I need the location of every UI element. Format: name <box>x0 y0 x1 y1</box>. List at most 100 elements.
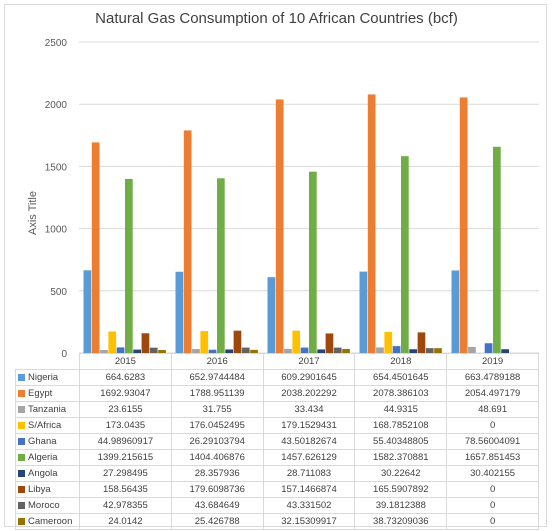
data-cell: 48.691 <box>446 401 539 418</box>
legend-swatch <box>18 517 25 525</box>
bar-libya-2016 <box>233 330 242 353</box>
series-name: Algeria <box>28 452 58 463</box>
table-corner <box>15 353 80 370</box>
bar-cameroon-2015 <box>158 350 166 353</box>
bar-moroco-2015 <box>149 347 158 353</box>
table-row: Nigeria 664.6283 652.9744484 609.2901645 654… <box>15 369 539 386</box>
bar-angola-2016 <box>225 349 233 353</box>
legend-entry: Ghana <box>15 433 80 450</box>
series-name: Cameroon <box>28 516 73 527</box>
bar-nigeria-2018 <box>359 271 368 353</box>
data-cell: 1788.951139 <box>170 385 264 402</box>
data-cell: 30.402155 <box>446 465 539 482</box>
bar-s-africa-2016 <box>200 331 209 353</box>
bar-libya-2017 <box>325 333 334 353</box>
bar-moroco-2017 <box>333 347 342 353</box>
legend-swatch <box>18 485 25 493</box>
category-label: 2017 <box>262 353 356 370</box>
legend-swatch <box>18 501 25 509</box>
series-name: Ghana <box>28 436 57 447</box>
series-name: S/Africa <box>28 420 62 431</box>
legend-entry: Angola <box>15 465 80 482</box>
data-cell: 28.711083 <box>262 465 356 482</box>
bar-moroco-2016 <box>241 347 250 353</box>
series-name: Angola <box>28 468 58 479</box>
data-table: 2015 2016 2017 2018 2019 Nigeria 664.6283 652.… <box>15 353 539 530</box>
bar-algeria-2017 <box>309 171 317 353</box>
data-cell: 39.1812388 <box>354 497 448 514</box>
legend-entry: S/Africa <box>15 417 80 434</box>
bar-ghana-2017 <box>300 347 309 353</box>
legend-swatch <box>18 373 25 381</box>
legend-swatch <box>18 437 25 445</box>
bar-angola-2019 <box>501 349 509 353</box>
series-name: Tanzania <box>28 404 67 415</box>
table-row: Angola 27.298495 28.357936 28.711083 30.2264… <box>15 465 539 482</box>
data-cell: 1692.93047 <box>79 385 172 402</box>
bar-tanzania-2018 <box>376 347 384 353</box>
data-cell: 1657.851453 <box>446 449 539 466</box>
bar-angola-2018 <box>409 349 417 353</box>
bar-libya-2015 <box>141 333 150 353</box>
table-row: Egypt 1692.93047 1788.951139 2038.202292 207… <box>15 385 539 402</box>
data-cell: 654.4501645 <box>354 369 448 386</box>
data-cell: 652.9744484 <box>170 369 264 386</box>
data-cell: 663.4789188 <box>446 369 539 386</box>
legend-entry: Cameroon <box>15 513 80 530</box>
category-label: 2016 <box>170 353 264 370</box>
legend-entry: Moroco <box>15 497 80 514</box>
legend-swatch <box>18 389 25 397</box>
bar-cameroon-2017 <box>342 349 350 353</box>
bar-ghana-2016 <box>208 349 217 353</box>
bar-cameroon-2018 <box>434 348 442 353</box>
data-cell: 43.331502 <box>262 497 356 514</box>
data-cell: 55.40348805 <box>354 433 448 450</box>
data-cell: 664.6283 <box>79 369 172 386</box>
data-cell: 42.978355 <box>79 497 172 514</box>
bar-egypt-2019 <box>459 97 468 353</box>
category-label: 2015 <box>79 353 172 370</box>
data-cell: 26.29103794 <box>170 433 264 450</box>
series-name: Moroco <box>28 500 60 511</box>
bar-ghana-2015 <box>116 347 125 353</box>
table-body: Nigeria 664.6283 652.9744484 609.2901645 654… <box>15 369 539 530</box>
category-label: 2018 <box>354 353 448 370</box>
data-cell: 158.56435 <box>79 481 172 498</box>
data-cell: 38.73209036 <box>354 513 448 530</box>
bar-tanzania-2019 <box>468 346 476 353</box>
data-cell: 78.56004091 <box>446 433 539 450</box>
data-cell: 609.2901645 <box>262 369 356 386</box>
legend-entry: Nigeria <box>15 369 80 386</box>
bar-tanzania-2016 <box>192 349 200 353</box>
data-cell: 25.426788 <box>170 513 264 530</box>
legend-swatch <box>18 421 25 429</box>
bar-nigeria-2019 <box>451 270 460 353</box>
data-cell: 33.434 <box>262 401 356 418</box>
series-name: Nigeria <box>28 372 59 383</box>
legend-entry: Tanzania <box>15 401 80 418</box>
data-cell: 28.357936 <box>170 465 264 482</box>
data-cell: 1404.406876 <box>170 449 264 466</box>
bar-s-africa-2018 <box>384 332 393 353</box>
y-tick-label: 2000 <box>45 100 68 111</box>
data-cell: 27.298495 <box>79 465 172 482</box>
series-name: Libya <box>28 484 51 495</box>
data-cell: 0 <box>446 481 539 498</box>
bar-egypt-2017 <box>275 99 284 353</box>
bar-algeria-2018 <box>401 156 409 353</box>
y-tick-label: 500 <box>50 287 67 298</box>
data-cell: 168.7852108 <box>354 417 448 434</box>
legend-entry: Algeria <box>15 449 80 466</box>
bar-algeria-2015 <box>125 178 133 353</box>
bar-angola-2015 <box>133 349 141 353</box>
table-row: Ghana 44.98960917 26.29103794 43.50182674 55… <box>15 433 539 450</box>
bar-nigeria-2016 <box>175 271 184 353</box>
data-cell: 0 <box>446 513 539 530</box>
data-cell: 179.1529431 <box>262 417 356 434</box>
data-cell: 2038.202292 <box>262 385 356 402</box>
data-cell: 165.5907892 <box>354 481 448 498</box>
data-cell: 179.6098736 <box>170 481 264 498</box>
legend-entry: Egypt <box>15 385 80 402</box>
bar-nigeria-2015 <box>83 270 92 353</box>
